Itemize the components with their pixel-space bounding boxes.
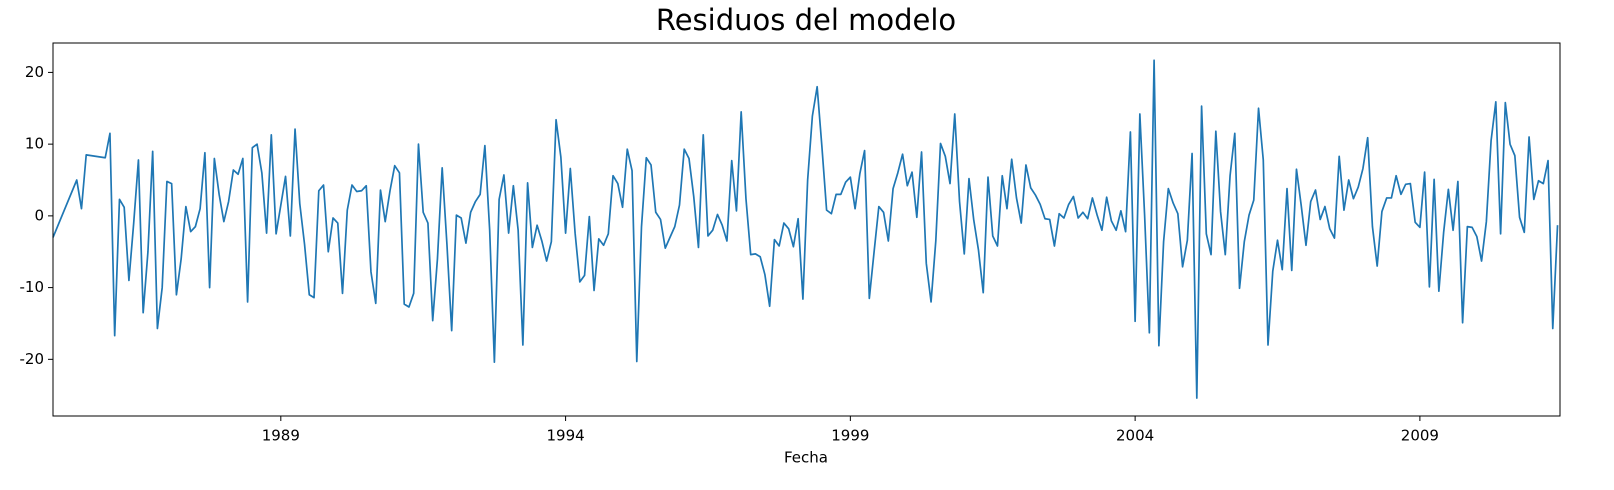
y-tick-label: -10: [20, 278, 45, 296]
plot-frame: [52, 42, 1561, 417]
line-series: [52, 59, 1559, 399]
chart-title: Residuos del modelo: [656, 3, 956, 37]
x-axis-label: Fecha: [784, 449, 828, 467]
y-tick-label: 10: [25, 135, 44, 153]
y-tick-label: -20: [20, 350, 45, 368]
x-tick-label: 1989: [262, 427, 300, 445]
x-tick-label: 1994: [546, 427, 584, 445]
y-tick-label: 20: [25, 63, 44, 81]
y-tick-label: 0: [34, 206, 44, 224]
x-tick-label: 1999: [831, 427, 869, 445]
x-tick-label: 2009: [1401, 427, 1439, 445]
x-tick-label: 2004: [1116, 427, 1154, 445]
